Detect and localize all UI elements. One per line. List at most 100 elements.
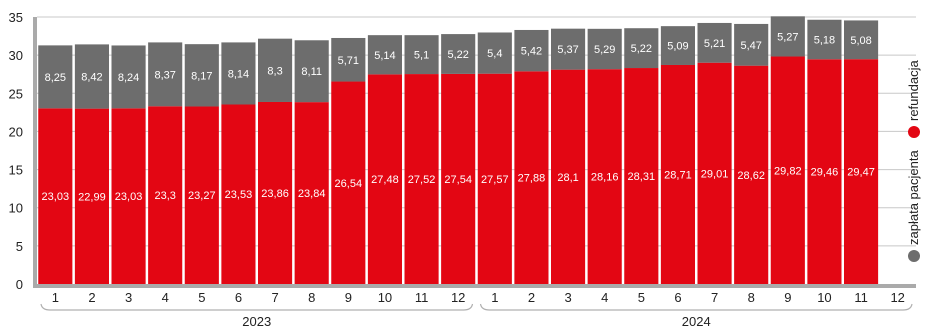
bar-label-refundacja: 23,03 <box>42 191 70 203</box>
legend-label-zaplata-pacjenta: zapłata pacjenta <box>906 150 921 245</box>
year-bracket <box>479 303 913 311</box>
bar-refundacja <box>294 102 329 284</box>
y-tick-label: 0 <box>16 277 23 292</box>
x-tick-label: 10 <box>817 290 831 305</box>
bar-refundacja <box>331 81 366 284</box>
bar-label-zaplata-pacjenta: 8,14 <box>228 68 249 80</box>
bar-label-zaplata-pacjenta: 5,1 <box>414 50 429 62</box>
x-tick-label: 5 <box>638 290 645 305</box>
bar-label-refundacja: 28,62 <box>737 170 765 182</box>
bar-zaplata-pacjenta <box>734 23 769 66</box>
bar-label-zaplata-pacjenta: 5,14 <box>374 50 395 62</box>
bar-refundacja <box>697 62 732 284</box>
x-tick-label: 11 <box>854 290 868 305</box>
bar-zaplata-pacjenta <box>844 20 879 60</box>
bar-label-zaplata-pacjenta: 8,24 <box>118 72 139 84</box>
bar-label-refundacja: 23,03 <box>115 191 143 203</box>
x-tick-label: 8 <box>748 290 755 305</box>
bar-label-zaplata-pacjenta: 8,3 <box>267 65 282 77</box>
bar-refundacja <box>551 69 586 284</box>
y-tick-label: 20 <box>9 124 23 139</box>
x-tick-label: 3 <box>564 290 571 305</box>
bar-zaplata-pacjenta <box>38 45 73 109</box>
bar-label-refundacja: 29,82 <box>774 165 802 177</box>
x-tick-label: 8 <box>308 290 315 305</box>
bar-zaplata-pacjenta <box>294 40 329 103</box>
bar-refundacja <box>660 64 695 285</box>
year-bracket <box>40 303 474 311</box>
bar-label-refundacja: 28,71 <box>664 169 692 181</box>
x-tick-label: 11 <box>415 290 429 305</box>
x-tick-label: 2 <box>88 290 95 305</box>
x-tick-label: 4 <box>162 290 169 305</box>
y-axis <box>33 17 37 284</box>
x-tick-label: 9 <box>784 290 791 305</box>
bar-label-refundacja: 27,52 <box>408 174 436 186</box>
bar-label-zaplata-pacjenta: 8,17 <box>191 70 212 82</box>
bar-zaplata-pacjenta <box>514 29 549 72</box>
bar-refundacja <box>624 68 659 284</box>
bar-zaplata-pacjenta <box>221 42 256 105</box>
y-tick-label: 30 <box>9 48 23 63</box>
bar-label-zaplata-pacjenta: 5,4 <box>487 48 502 60</box>
bar-label-refundacja: 28,31 <box>628 171 656 183</box>
x-tick-label: 1 <box>491 290 498 305</box>
bar-zaplata-pacjenta <box>770 16 805 57</box>
bar-zaplata-pacjenta <box>404 35 439 75</box>
bar-label-zaplata-pacjenta: 5,71 <box>338 55 359 67</box>
x-tick-label: 7 <box>711 290 718 305</box>
bar-label-zaplata-pacjenta: 5,18 <box>814 35 835 47</box>
bar-refundacja <box>807 59 842 285</box>
bar-label-refundacja: 22,99 <box>78 191 106 203</box>
bar-label-refundacja: 23,27 <box>188 190 216 202</box>
bar-label-zaplata-pacjenta: 8,42 <box>81 72 102 84</box>
bar-label-refundacja: 29,47 <box>847 167 875 179</box>
bar-label-zaplata-pacjenta: 5,08 <box>850 35 871 47</box>
bar-label-refundacja: 27,48 <box>371 174 399 186</box>
bar-label-refundacja: 23,84 <box>298 188 326 200</box>
bar-refundacja <box>514 71 549 284</box>
y-tick-label: 5 <box>16 239 23 254</box>
bar-label-refundacja: 27,88 <box>518 173 546 185</box>
bar-refundacja <box>258 101 293 284</box>
bar-refundacja <box>734 65 769 284</box>
bar-label-refundacja: 28,16 <box>591 172 619 184</box>
bar-refundacja <box>770 56 805 285</box>
bar-zaplata-pacjenta <box>697 22 732 63</box>
bar-refundacja <box>38 108 73 285</box>
bar-refundacja <box>74 108 109 284</box>
bar-zaplata-pacjenta <box>807 19 842 60</box>
x-tick-label: 2 <box>528 290 535 305</box>
bar-label-refundacja: 26,54 <box>335 178 363 190</box>
bar-zaplata-pacjenta <box>367 35 402 75</box>
x-tick-label: 5 <box>198 290 205 305</box>
legend-item-zaplata-pacjenta: zapłata pacjenta <box>906 150 921 262</box>
bar-label-zaplata-pacjenta: 5,22 <box>447 49 468 61</box>
x-tick-label: 4 <box>601 290 608 305</box>
x-axis <box>33 284 916 288</box>
bar-zaplata-pacjenta <box>624 28 659 69</box>
bar-refundacja <box>404 74 439 285</box>
bar-label-refundacja: 23,53 <box>225 189 253 201</box>
bar-label-refundacja: 27,57 <box>481 174 509 186</box>
bar-refundacja <box>844 59 879 284</box>
bar-label-zaplata-pacjenta: 5,22 <box>631 43 652 55</box>
year-label: 2024 <box>682 314 711 327</box>
y-tick-label: 10 <box>9 201 23 216</box>
bar-refundacja <box>587 69 622 284</box>
x-tick-label: 12 <box>890 290 904 305</box>
bar-zaplata-pacjenta <box>477 32 512 74</box>
x-tick-label: 1 <box>52 290 59 305</box>
x-tick-label: 6 <box>674 290 681 305</box>
legend-item-refundacja: refundacja <box>906 60 921 138</box>
bar-zaplata-pacjenta <box>331 37 366 82</box>
bar-zaplata-pacjenta <box>660 26 695 65</box>
bar-refundacja <box>221 104 256 284</box>
year-label: 2023 <box>242 314 271 327</box>
bar-label-zaplata-pacjenta: 5,09 <box>667 41 688 53</box>
bar-zaplata-pacjenta <box>111 45 146 109</box>
bar-label-zaplata-pacjenta: 5,37 <box>557 44 578 56</box>
legend-label-refundacja: refundacja <box>906 60 921 121</box>
legend-swatch-zaplata-pacjenta <box>907 250 920 262</box>
